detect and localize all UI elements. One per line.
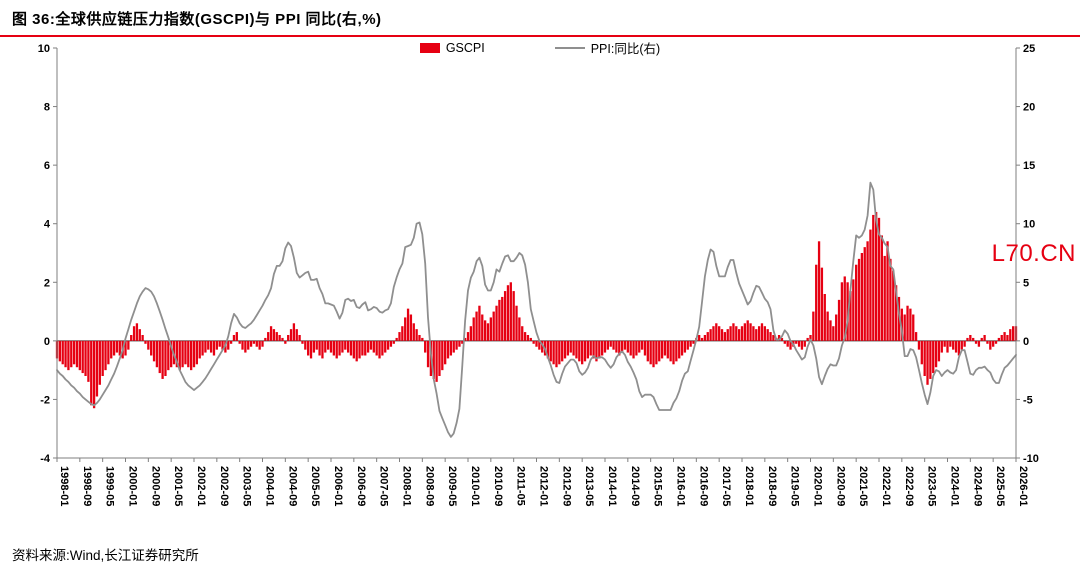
svg-text:2013-05: 2013-05 (583, 466, 595, 506)
svg-text:15: 15 (1023, 160, 1035, 172)
svg-text:2012-01: 2012-01 (538, 466, 550, 506)
svg-text:2014-01: 2014-01 (606, 466, 618, 506)
svg-text:2005-05: 2005-05 (309, 466, 321, 506)
figure-title-bar: 图 36:全球供应链压力指数(GSCPI)与 PPI 同比(右,%) (0, 0, 1080, 37)
chart-legend: GSCPI PPI:同比(右) (0, 38, 1080, 57)
svg-text:2001-05: 2001-05 (172, 466, 184, 506)
svg-text:2024-01: 2024-01 (949, 466, 961, 506)
legend-label-ppi: PPI:同比(右) (590, 42, 661, 56)
svg-text:2000-01: 2000-01 (127, 466, 139, 506)
page-title: 图 36:全球供应链压力指数(GSCPI)与 PPI 同比(右,%) (12, 11, 382, 28)
svg-text:1998-09: 1998-09 (81, 466, 93, 506)
svg-text:-4: -4 (40, 453, 51, 465)
svg-text:2009-05: 2009-05 (446, 466, 458, 506)
svg-text:5: 5 (1023, 277, 1029, 289)
svg-text:2019-05: 2019-05 (789, 466, 801, 506)
svg-text:2020-09: 2020-09 (834, 466, 846, 506)
legend-item-ppi: PPI:同比(右) (554, 38, 661, 57)
source-note: 资料来源:Wind,长江证券研究所 (12, 548, 199, 563)
svg-text:2015-05: 2015-05 (652, 466, 664, 506)
svg-text:2017-05: 2017-05 (720, 466, 732, 506)
svg-text:10: 10 (38, 43, 50, 55)
svg-text:20: 20 (1023, 102, 1035, 114)
svg-text:2008-01: 2008-01 (401, 466, 413, 506)
svg-text:2: 2 (44, 277, 50, 289)
svg-text:2014-09: 2014-09 (629, 466, 641, 506)
legend-item-gscpi: GSCPI (419, 38, 485, 57)
svg-text:2016-09: 2016-09 (697, 466, 709, 506)
svg-text:2018-09: 2018-09 (766, 466, 778, 506)
svg-text:0: 0 (44, 336, 50, 348)
legend-label-gscpi: GSCPI (445, 40, 485, 55)
gscpi-bar-swatch-icon (419, 42, 440, 53)
svg-text:2025-05: 2025-05 (994, 466, 1006, 506)
svg-text:-10: -10 (1023, 453, 1039, 465)
svg-text:2004-01: 2004-01 (264, 466, 276, 506)
svg-text:2003-05: 2003-05 (241, 466, 253, 506)
svg-text:10: 10 (1023, 219, 1035, 231)
svg-text:2016-01: 2016-01 (675, 466, 687, 506)
svg-text:2026-01: 2026-01 (1017, 466, 1029, 506)
svg-text:6: 6 (44, 160, 50, 172)
svg-text:2004-09: 2004-09 (286, 466, 298, 506)
svg-text:2010-01: 2010-01 (469, 466, 481, 506)
svg-text:2023-05: 2023-05 (926, 466, 938, 506)
svg-text:2000-09: 2000-09 (149, 466, 161, 506)
svg-text:2022-01: 2022-01 (880, 466, 892, 506)
svg-text:8: 8 (44, 102, 50, 114)
svg-text:2024-09: 2024-09 (971, 466, 983, 506)
svg-text:2002-01: 2002-01 (195, 466, 207, 506)
svg-text:2008-09: 2008-09 (423, 466, 435, 506)
svg-text:2010-09: 2010-09 (492, 466, 504, 506)
svg-text:0: 0 (1023, 336, 1029, 348)
svg-text:2021-05: 2021-05 (857, 466, 869, 506)
svg-text:2011-05: 2011-05 (515, 466, 527, 506)
ppi-line-swatch-icon (554, 46, 585, 49)
svg-text:2006-01: 2006-01 (332, 466, 344, 506)
svg-text:-2: -2 (40, 394, 50, 406)
watermark: L70.CN (991, 240, 1076, 267)
svg-text:2007-05: 2007-05 (378, 466, 390, 506)
svg-text:2020-01: 2020-01 (812, 466, 824, 506)
svg-text:25: 25 (1023, 43, 1035, 55)
svg-text:1998-01: 1998-01 (58, 466, 70, 506)
svg-text:1999-05: 1999-05 (104, 466, 116, 506)
svg-text:-5: -5 (1023, 394, 1033, 406)
svg-text:2002-09: 2002-09 (218, 466, 230, 506)
svg-text:2018-01: 2018-01 (743, 466, 755, 506)
svg-text:4: 4 (44, 219, 51, 231)
svg-text:2012-09: 2012-09 (560, 466, 572, 506)
svg-text:2006-09: 2006-09 (355, 466, 367, 506)
svg-text:2022-09: 2022-09 (903, 466, 915, 506)
